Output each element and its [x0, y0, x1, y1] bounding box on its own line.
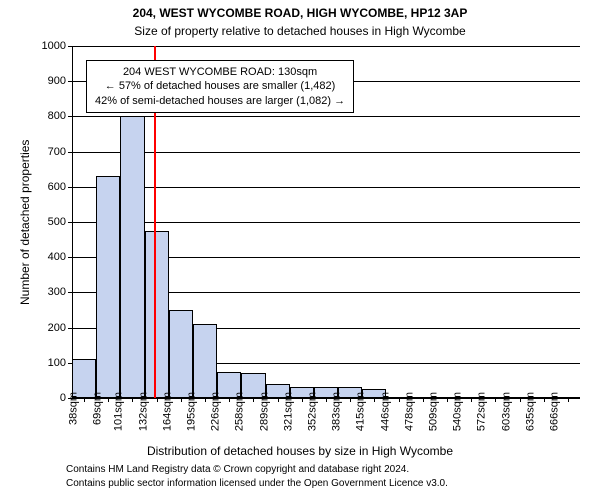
- xtick-mark: [447, 398, 448, 402]
- xtick-mark: [253, 398, 254, 402]
- gridline: [72, 187, 580, 188]
- gridline: [72, 152, 580, 153]
- ytick-label: 300: [48, 286, 72, 298]
- xtick-mark: [568, 398, 569, 402]
- axis-line: [72, 397, 580, 398]
- xtick-mark: [302, 398, 303, 402]
- xtick-mark: [157, 398, 158, 402]
- x-axis-label: Distribution of detached houses by size …: [0, 444, 600, 458]
- xtick-mark: [278, 398, 279, 402]
- ytick-label: 1000: [42, 40, 72, 52]
- xtick-mark: [229, 398, 230, 402]
- ytick-label: 500: [48, 216, 72, 228]
- chart-title: 204, WEST WYCOMBE ROAD, HIGH WYCOMBE, HP…: [0, 6, 600, 20]
- xtick-mark: [399, 398, 400, 402]
- ytick-label: 800: [48, 110, 72, 122]
- annotation-box: 204 WEST WYCOMBE ROAD: 130sqm← 57% of de…: [86, 60, 354, 113]
- ytick-label: 600: [48, 181, 72, 193]
- chart-subtitle: Size of property relative to detached ho…: [0, 24, 600, 38]
- xtick-mark: [495, 398, 496, 402]
- xtick-mark: [132, 398, 133, 402]
- axis-line: [72, 46, 73, 398]
- ytick-label: 200: [48, 322, 72, 334]
- ytick-label: 400: [48, 251, 72, 263]
- xtick-mark: [350, 398, 351, 402]
- bar: [96, 176, 120, 398]
- xtick-mark: [84, 398, 85, 402]
- gridline: [72, 46, 580, 47]
- bar: [193, 324, 217, 398]
- xtick-mark: [423, 398, 424, 402]
- gridline: [72, 222, 580, 223]
- ytick-label: 700: [48, 146, 72, 158]
- ytick-label: 900: [48, 75, 72, 87]
- xtick-mark: [544, 398, 545, 402]
- footer-line-2: Contains public sector information licen…: [66, 478, 448, 489]
- xtick-mark: [108, 398, 109, 402]
- xtick-mark: [374, 398, 375, 402]
- bar: [120, 116, 144, 398]
- footer-line-1: Contains HM Land Registry data © Crown c…: [66, 464, 409, 475]
- bar: [145, 231, 169, 398]
- xtick-mark: [205, 398, 206, 402]
- y-axis-label: Number of detached properties: [18, 139, 32, 304]
- xtick-mark: [471, 398, 472, 402]
- xtick-mark: [520, 398, 521, 402]
- xtick-mark: [181, 398, 182, 402]
- ytick-label: 100: [48, 357, 72, 369]
- xtick-mark: [326, 398, 327, 402]
- gridline: [72, 116, 580, 117]
- bar: [169, 310, 193, 398]
